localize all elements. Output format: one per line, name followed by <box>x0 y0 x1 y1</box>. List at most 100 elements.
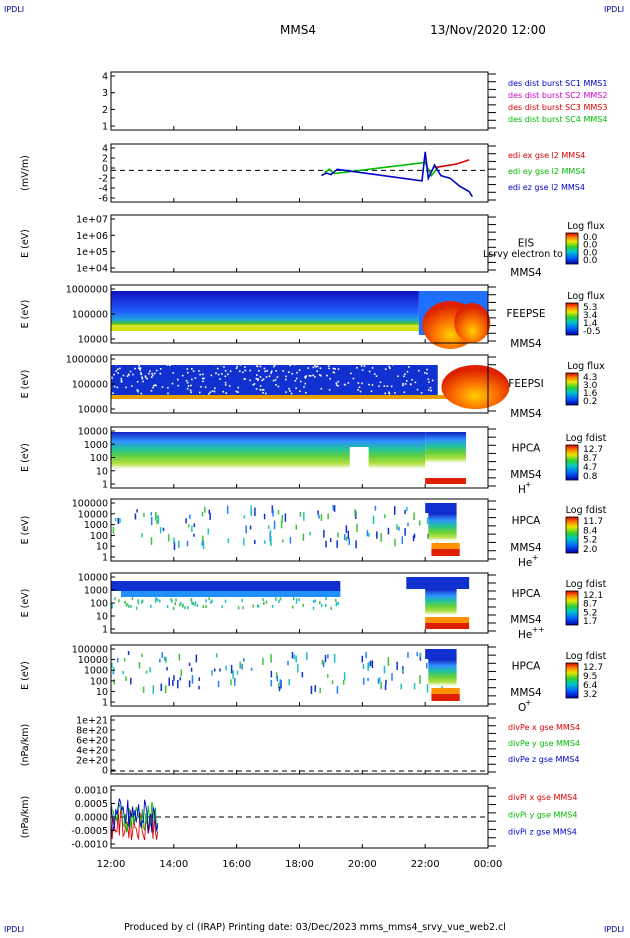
spectrogram-gap <box>190 384 192 387</box>
y-tick-label: 10 <box>96 542 108 553</box>
colorbar-tick-label: 12.1 <box>583 591 603 601</box>
spectrogram-gap <box>378 385 380 388</box>
spectrogram-gap <box>389 367 391 369</box>
spectrogram-cell <box>362 663 365 670</box>
y-tick-label: 10 <box>96 687 108 698</box>
y-tick-label: -2 <box>99 174 108 185</box>
spectrogram-cell <box>193 533 195 537</box>
spectrogram-cell <box>262 598 264 602</box>
spectrogram-gap <box>244 366 246 368</box>
spectrogram-gap <box>262 378 265 381</box>
spectrogram-cell <box>141 653 143 657</box>
y-tick-label: 1e+07 <box>76 215 108 226</box>
spectrogram-cell <box>160 685 163 692</box>
spectrogram-gap <box>270 372 272 374</box>
colorbar-tick-label: 2.0 <box>583 545 598 555</box>
y-tick-label: 1 <box>102 122 108 133</box>
corner-tag-bottom-left: IPDLI <box>4 925 24 934</box>
spectrogram-gap <box>373 373 376 375</box>
corner-tag-top-right: IPDLI <box>604 5 624 14</box>
spectrogram-cell <box>164 656 166 661</box>
spectrogram-cell <box>347 530 350 539</box>
spectrogram-cell <box>179 603 181 607</box>
spectrogram-cell <box>122 670 124 675</box>
hot-band <box>431 549 460 556</box>
spectrogram-cell <box>279 597 282 601</box>
spectrogram-gap <box>384 392 386 395</box>
spectrogram-gap <box>407 366 410 368</box>
spectrogram-cell <box>177 540 180 549</box>
series-line <box>110 801 159 833</box>
spectrogram-gap <box>150 389 153 392</box>
spectrogram-fill <box>121 591 341 597</box>
spectrogram-cell <box>391 673 393 681</box>
spectrogram-gap <box>337 368 340 370</box>
spectrogram-gap <box>275 384 277 386</box>
spectrogram-cell <box>154 598 157 602</box>
spectrogram-gap <box>316 365 319 368</box>
spectrogram-cell <box>355 540 357 549</box>
spectrogram-cell <box>292 597 295 601</box>
spectrogram-gap <box>386 385 389 388</box>
spectrogram-gap <box>304 382 307 385</box>
spectrogram-cell <box>156 514 159 519</box>
species-charge: + <box>525 480 531 489</box>
spectrogram-cell <box>167 534 170 542</box>
spectrogram-fill-late <box>425 503 457 513</box>
spectrogram-cell <box>310 685 313 695</box>
spectrogram-cell <box>215 653 218 658</box>
spectrogram-fill-late <box>425 649 457 659</box>
spectrogram-gap <box>388 365 391 368</box>
spacecraft-label: MMS4 <box>510 469 542 481</box>
species-label: He <box>518 557 532 569</box>
spectrogram-cell <box>174 602 177 606</box>
spectrogram-cell <box>270 654 272 663</box>
spectrogram-cell <box>243 658 245 662</box>
spectrogram-gap <box>427 389 430 391</box>
spectrogram-cell <box>333 505 336 512</box>
spectrogram-gap <box>420 392 423 394</box>
spectrogram-gap <box>427 378 430 381</box>
spectrogram-cell <box>270 679 273 687</box>
spectrogram-cell <box>393 506 396 515</box>
spectrogram-gap <box>169 364 171 367</box>
spectrogram-cell <box>426 517 429 524</box>
y-axis-title: E (eV) <box>20 229 31 258</box>
right-ticks <box>488 787 496 847</box>
spectrogram-cell <box>157 598 159 602</box>
spectrogram-cell <box>162 527 165 532</box>
colorbar-tick-label: 0.0 <box>583 233 598 243</box>
spectrogram-gap <box>293 363 296 366</box>
spectrogram-cell <box>159 658 161 663</box>
spectrogram-gap <box>142 380 144 383</box>
spectrogram-cell <box>170 599 173 603</box>
spectrogram-gap <box>259 365 262 368</box>
y-tick-label: 10000 <box>78 427 108 438</box>
spectrogram-gap <box>171 382 174 385</box>
spectrogram-gap <box>236 365 239 368</box>
spectrogram-cell <box>201 511 204 517</box>
spectrogram-gap <box>141 376 143 379</box>
spectrogram-cell <box>180 669 183 677</box>
right-ticks <box>488 500 496 560</box>
spectrogram-gap <box>192 370 195 372</box>
colorbar-tick-label: 4.7 <box>583 463 597 473</box>
spectrogram-cell <box>224 599 227 603</box>
spacecraft-label: MMS4 <box>510 408 542 420</box>
spectrogram-gap <box>370 390 373 393</box>
y-tick-label: 1000000 <box>66 355 108 366</box>
spectrogram-cell <box>306 652 308 661</box>
spectrogram-gap <box>191 378 193 381</box>
spectrogram-cell <box>324 654 327 663</box>
colorbar-title: Log flux <box>567 361 605 372</box>
spectrogram-gap <box>343 363 346 366</box>
spectrogram-cell <box>243 538 245 546</box>
spectrogram-gap <box>159 372 162 375</box>
spectrogram-gap <box>224 381 227 384</box>
spectrogram-gap <box>165 363 167 365</box>
spectrogram-cell <box>161 652 163 658</box>
spectrogram-gap <box>404 373 406 375</box>
spectrogram-cell <box>111 605 113 609</box>
spectrogram-gap <box>375 375 378 377</box>
